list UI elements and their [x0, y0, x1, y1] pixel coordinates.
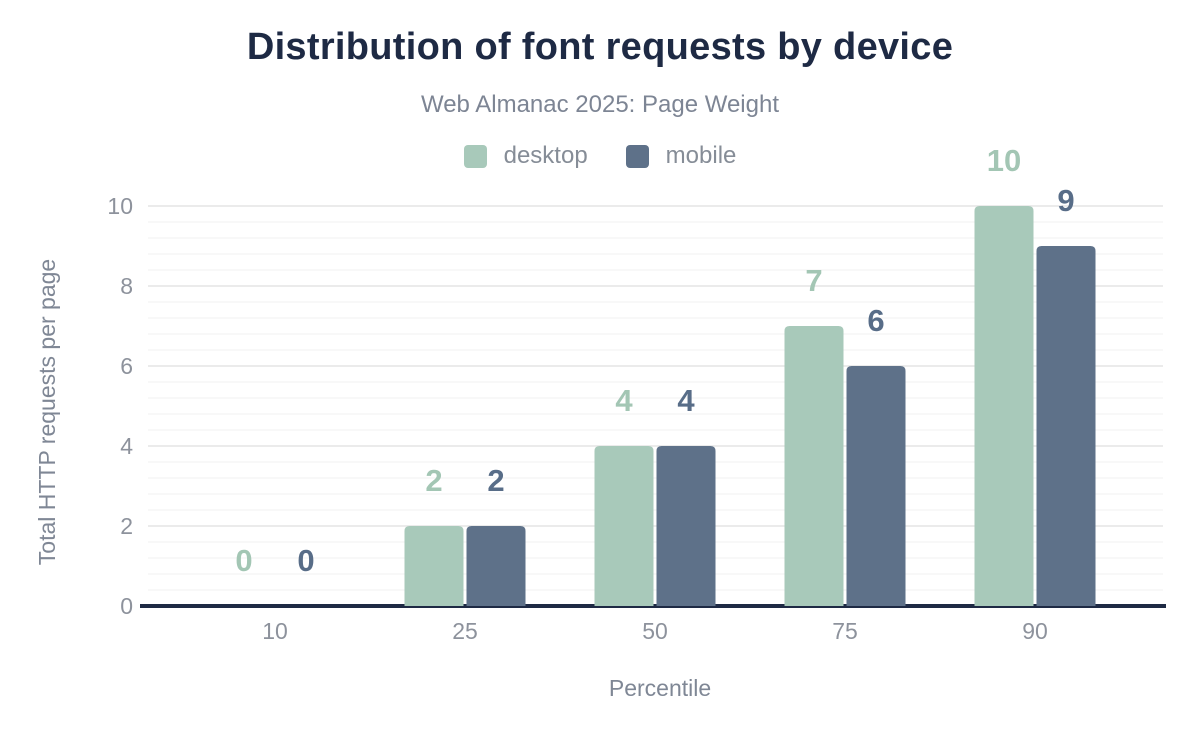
y-tick-label: 6 [120, 353, 133, 379]
y-axis-title: Total HTTP requests per page [34, 259, 60, 565]
x-tick-label: 25 [452, 618, 478, 644]
bar-desktop-p50[interactable] [594, 446, 654, 606]
y-tick-label: 0 [120, 593, 133, 619]
value-label-desktop-p25: 2 [425, 463, 442, 498]
y-tick-label: 2 [120, 513, 133, 539]
value-label-mobile-p90: 9 [1057, 183, 1074, 218]
bar-mobile-p90[interactable] [1036, 246, 1096, 606]
legend-item-mobile[interactable]: mobile [625, 142, 737, 170]
legend-label-desktop: desktop [503, 142, 588, 169]
x-tick-label: 90 [1022, 618, 1048, 644]
bar-desktop-p90[interactable] [974, 206, 1034, 606]
chart-subtitle: Web Almanac 2025: Page Weight [420, 91, 779, 118]
value-label-mobile-p10: 0 [297, 543, 314, 578]
x-tick-label: 75 [832, 618, 858, 644]
value-label-mobile-p25: 2 [487, 463, 504, 498]
bar-desktop-p25[interactable] [404, 526, 464, 606]
value-label-mobile-p75: 6 [867, 303, 884, 338]
bar-desktop-p75[interactable] [784, 326, 844, 606]
y-tick-label: 10 [107, 193, 133, 219]
x-tick-label: 50 [642, 618, 668, 644]
chart-title: Distribution of font requests by device [246, 26, 954, 68]
legend-item-desktop[interactable]: desktop [463, 142, 588, 170]
bar-mobile-p75[interactable] [846, 366, 906, 606]
value-label-desktop-p75: 7 [805, 263, 822, 298]
bar-mobile-p50[interactable] [656, 446, 716, 606]
value-label-mobile-p50: 4 [677, 383, 695, 418]
value-label-desktop-p10: 0 [235, 543, 252, 578]
legend-label-mobile: mobile [665, 142, 737, 169]
legend: desktop mobile [0, 142, 1200, 170]
value-label-desktop-p50: 4 [615, 383, 633, 418]
y-tick-label: 4 [120, 433, 133, 459]
bar-mobile-p25[interactable] [466, 526, 526, 606]
legend-swatch-mobile [625, 144, 649, 168]
legend-swatch-desktop [463, 144, 487, 168]
y-tick-label: 8 [120, 273, 133, 299]
value-label-desktop-p90: 10 [987, 143, 1021, 178]
x-tick-label: 10 [262, 618, 288, 644]
x-axis-title: Percentile [609, 675, 711, 701]
